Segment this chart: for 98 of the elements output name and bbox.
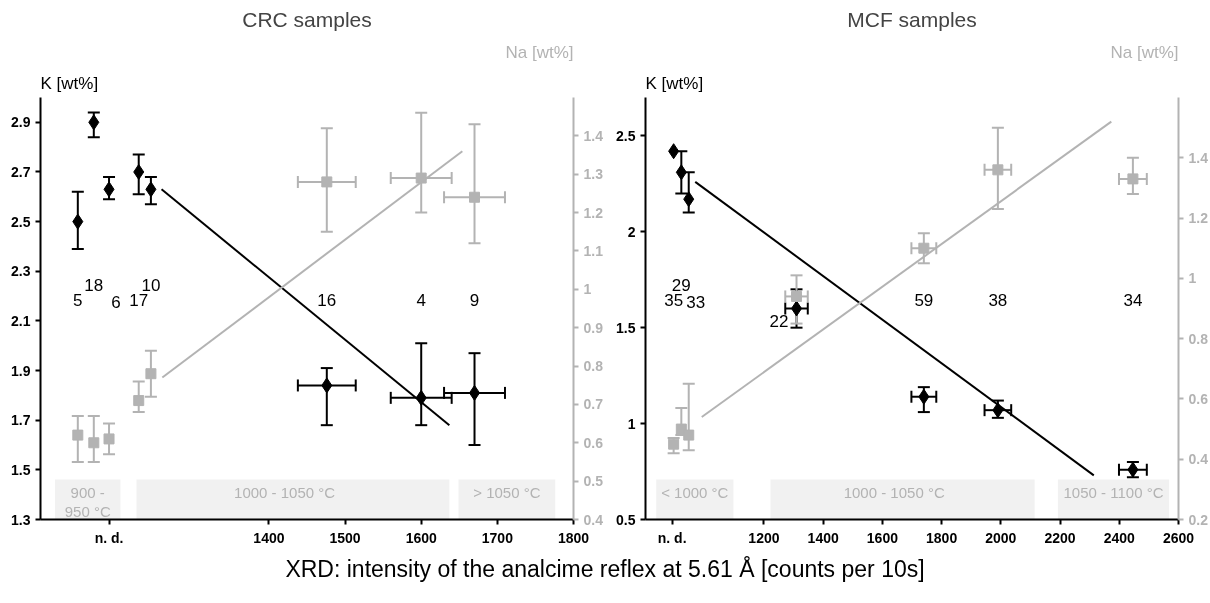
annotation: 59 — [914, 291, 934, 311]
y2-tick-label: 1 — [1188, 270, 1197, 287]
y2-tick-label: 1.2 — [583, 204, 604, 221]
point — [791, 290, 803, 302]
chart-title: CRC samples — [242, 7, 372, 31]
annotation: 22 — [769, 312, 789, 332]
x-tick-label: 2000 — [985, 529, 1017, 546]
point — [668, 143, 680, 160]
annotation: 5 — [73, 291, 83, 311]
point — [683, 429, 695, 441]
y2-tick-label: 0.6 — [583, 434, 604, 451]
band-label: > 1050 °C — [473, 484, 541, 502]
point — [133, 163, 145, 180]
y-tick-label: 1.7 — [11, 412, 31, 429]
annotation: 38 — [988, 291, 1008, 311]
y-tick-label: 2.5 — [11, 213, 31, 230]
y2-tick-label: 0.8 — [1188, 330, 1209, 347]
band-label: < 1000 °C — [661, 484, 729, 502]
y2-tick-label: 1.3 — [583, 166, 604, 183]
point — [469, 384, 481, 401]
y-axis-title: K [wt%] — [645, 73, 704, 93]
point — [88, 114, 100, 131]
y2-tick-label: 0.9 — [583, 319, 604, 336]
x-tick-label: n. d. — [657, 529, 687, 546]
band-label: 1000 - 1050 °C — [234, 484, 336, 502]
point — [72, 429, 84, 441]
annotation: 9 — [469, 291, 480, 311]
point — [321, 176, 333, 188]
annotation: 34 — [1123, 291, 1143, 311]
y-tick-label: 2 — [627, 223, 636, 240]
band-label: 900 - 950 °C — [64, 484, 111, 521]
y-tick-label: 1.5 — [11, 461, 31, 478]
y-tick-label: 1.9 — [11, 362, 31, 379]
x-axis-title: XRD: intensity of the analcime reflex at 5.61 Å [counts per 10s] — [285, 555, 925, 584]
x-tick-label: 2200 — [1044, 529, 1076, 546]
y2-tick-label: 1.4 — [583, 127, 604, 144]
point — [103, 181, 115, 198]
point — [1127, 173, 1139, 185]
y2-tick-label: 0.4 — [1188, 451, 1209, 468]
annotation: 6 — [111, 293, 121, 313]
y-tick-label: 2.5 — [616, 127, 636, 144]
y-tick-label: 1.5 — [616, 319, 636, 336]
y2-axis-title: Na [wt%] — [505, 42, 574, 62]
point — [415, 172, 427, 184]
y2-tick-label: 0.2 — [1188, 511, 1209, 528]
point — [918, 242, 930, 254]
y-tick-label: 1.3 — [11, 511, 31, 528]
annotation: 17 — [129, 291, 149, 311]
annotation: 18 — [84, 276, 104, 296]
x-tick-label: n. d. — [94, 529, 124, 546]
y2-tick-label: 0.5 — [583, 473, 604, 490]
x-tick-label: 1700 — [481, 529, 514, 546]
y2-tick-label: 0.6 — [1188, 390, 1209, 407]
band-label: 1000 - 1050 °C — [843, 484, 945, 502]
point — [321, 377, 333, 394]
point — [145, 368, 157, 380]
y2-tick-label: 1 — [583, 281, 592, 298]
point — [918, 388, 930, 405]
annotation: 33 — [686, 293, 706, 313]
x-tick-label: 2600 — [1162, 529, 1195, 546]
y2-tick-label: 0.7 — [583, 396, 604, 413]
x-tick-label: 1500 — [329, 529, 361, 546]
y-tick-label: 0.5 — [616, 511, 636, 528]
x-tick-label: 1800 — [557, 529, 590, 546]
annotation: 35 — [664, 291, 684, 311]
x-tick-label: 1200 — [748, 529, 780, 546]
point — [683, 191, 695, 208]
point — [88, 437, 100, 449]
x-tick-label: 1400 — [807, 529, 839, 546]
point — [992, 164, 1004, 176]
annotation: 4 — [416, 291, 426, 311]
x-tick-label: 1400 — [253, 529, 285, 546]
x-tick-label: 1600 — [405, 529, 437, 546]
chart-title: MCF samples — [847, 7, 977, 31]
y-tick-label: 2.9 — [11, 114, 31, 131]
x-tick-label: 2400 — [1103, 529, 1136, 546]
y2-axis-title: Na [wt%] — [1110, 42, 1179, 62]
point — [72, 213, 84, 230]
y2-tick-label: 0.4 — [583, 511, 604, 528]
annotation: 16 — [317, 291, 337, 311]
point — [103, 433, 115, 445]
x-tick-label: 1600 — [866, 529, 899, 546]
point — [145, 181, 157, 198]
y2-tick-label: 0.8 — [583, 358, 604, 375]
y-axis-title: K [wt%] — [40, 73, 99, 93]
point — [133, 395, 145, 407]
y-tick-label: 2.3 — [11, 263, 31, 280]
y2-tick-label: 1.1 — [583, 242, 604, 259]
point — [791, 300, 803, 317]
y2-tick-label: 1.2 — [1188, 210, 1209, 227]
point — [675, 164, 687, 181]
y-tick-label: 1 — [627, 415, 636, 432]
point — [469, 191, 481, 203]
band-label: 1050 - 1100 °C — [1063, 484, 1164, 502]
y-tick-label: 2.1 — [11, 312, 31, 329]
x-tick-label: 1800 — [926, 529, 958, 546]
y-tick-label: 2.7 — [11, 163, 31, 180]
y2-tick-label: 1.4 — [1188, 149, 1209, 166]
